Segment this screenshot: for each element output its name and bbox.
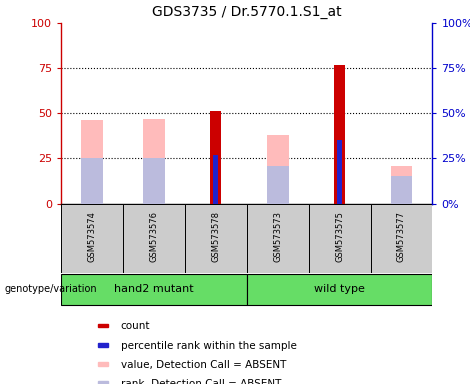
Bar [98,362,108,366]
Bar [61,204,123,273]
Bar [370,204,432,273]
Bar [391,177,412,204]
Bar [81,121,103,204]
Text: GSM573574: GSM573574 [87,211,96,262]
Bar [98,323,108,327]
Bar [143,159,165,204]
Bar [391,166,412,204]
Bar [143,119,165,204]
Bar [334,65,345,204]
Bar [123,204,185,273]
Text: GSM573575: GSM573575 [335,211,344,262]
Bar [267,135,289,204]
Bar [210,111,221,204]
Bar [98,381,108,384]
Text: GSM573576: GSM573576 [149,211,158,262]
Bar [61,275,247,306]
Bar [247,275,432,306]
Text: genotype/variation: genotype/variation [5,284,97,294]
Text: GSM573577: GSM573577 [397,211,406,262]
Title: GDS3735 / Dr.5770.1.S1_at: GDS3735 / Dr.5770.1.S1_at [152,5,342,19]
Bar [213,155,218,204]
Bar [267,166,289,204]
Text: percentile rank within the sample: percentile rank within the sample [120,341,297,351]
Bar [81,159,103,204]
Text: GSM573573: GSM573573 [273,211,282,262]
Text: wild type: wild type [314,284,365,294]
Text: rank, Detection Call = ABSENT: rank, Detection Call = ABSENT [120,379,281,384]
Bar [309,204,370,273]
Text: count: count [120,321,150,331]
Text: value, Detection Call = ABSENT: value, Detection Call = ABSENT [120,360,286,370]
Bar [337,141,342,204]
Text: GSM573578: GSM573578 [212,211,220,262]
Bar [98,343,108,346]
Bar [185,204,247,273]
Text: hand2 mutant: hand2 mutant [114,284,194,294]
Bar [247,204,309,273]
